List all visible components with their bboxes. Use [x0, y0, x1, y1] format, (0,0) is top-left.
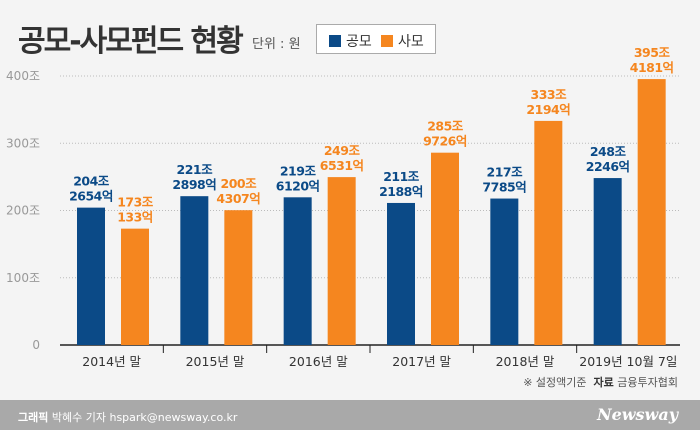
x-tick-label: 2016년 말 — [289, 354, 348, 369]
bar-private — [224, 210, 253, 345]
legend-label: 사모 — [398, 34, 424, 50]
data-label: 2654억 — [69, 189, 113, 204]
bar-private — [637, 79, 666, 345]
legend-item-private: 사모 — [381, 31, 424, 51]
y-tick-label: 400조 — [6, 69, 40, 83]
data-label: 133억 — [117, 210, 153, 225]
data-label: 217조 — [487, 165, 524, 180]
unit-label: 단위 : 원 — [252, 37, 301, 52]
data-label: 7785억 — [482, 180, 526, 195]
y-tick-label: 300조 — [6, 136, 40, 150]
bar-public — [283, 197, 312, 345]
data-label: 4307억 — [216, 191, 260, 206]
data-label: 2898억 — [172, 177, 216, 192]
y-tick-label: 200조 — [6, 204, 40, 218]
data-label: 4181억 — [630, 60, 674, 75]
data-label: 249조 — [324, 143, 361, 158]
bar-public — [180, 196, 209, 345]
x-tick-label: 2017년 말 — [392, 354, 451, 369]
source-note: ※ 설정액기준 자료 금융투자협회 — [523, 374, 678, 390]
data-label: 221조 — [177, 162, 214, 177]
legend-swatch — [329, 35, 341, 47]
data-label: 2188억 — [379, 184, 423, 199]
legend: 공모 사모 — [316, 24, 436, 54]
data-label: 333조 — [531, 87, 568, 102]
x-tick-label: 2014년 말 — [82, 354, 141, 369]
y-tick-label: 100조 — [6, 271, 40, 285]
data-label: 2246억 — [586, 159, 630, 174]
data-label: 395조 — [634, 45, 671, 60]
data-label: 219조 — [280, 163, 317, 178]
legend-swatch — [381, 35, 393, 47]
bar-private — [534, 120, 563, 346]
footer: 그래픽 박혜수 기자 hspark@newsway.co.kr Newsway — [0, 400, 700, 430]
data-label: 6120억 — [276, 178, 320, 193]
bar-public — [77, 207, 105, 345]
bar-private — [327, 177, 356, 345]
data-label: 204조 — [73, 174, 110, 189]
chart-title: 공모-사모펀드 현황 — [18, 24, 244, 59]
data-label: 248조 — [590, 144, 627, 159]
data-label: 6531억 — [320, 158, 364, 173]
legend-label: 공모 — [346, 34, 372, 50]
data-label: 9726억 — [423, 134, 467, 149]
bar-public — [593, 178, 622, 345]
credit-text: 박혜수 기자 hspark@newsway.co.kr — [51, 411, 238, 424]
source-label: 자료 — [593, 376, 614, 389]
newsway-logo: Newsway — [596, 405, 678, 424]
credit-label: 그래픽 — [18, 411, 49, 424]
x-tick-label: 2018년 말 — [496, 354, 555, 369]
x-tick-label: 2019년 10월 7일 — [579, 354, 677, 369]
data-label: 173조 — [117, 195, 154, 210]
bar-private — [121, 228, 149, 345]
y-tick-label: 0 — [32, 338, 40, 352]
data-label: 200조 — [221, 176, 258, 191]
legend-item-public: 공모 — [329, 31, 372, 51]
bar-private — [431, 152, 459, 345]
bar-public — [490, 198, 519, 345]
data-label: 2194억 — [526, 102, 570, 117]
source-text: 금융투자협회 — [617, 376, 678, 389]
credit: 그래픽 박혜수 기자 hspark@newsway.co.kr — [18, 409, 237, 425]
note-text: ※ 설정액기준 — [523, 376, 587, 389]
x-tick-label: 2015년 말 — [186, 354, 245, 369]
data-label: 211조 — [383, 169, 420, 184]
bar-public — [387, 202, 415, 345]
data-label: 285조 — [427, 119, 464, 134]
